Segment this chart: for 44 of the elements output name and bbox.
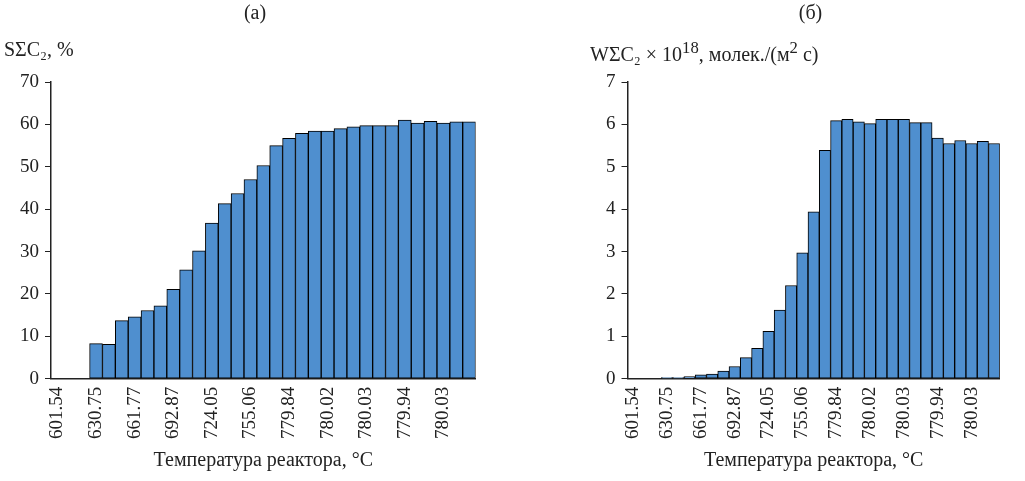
y-tick-label: 60 <box>20 112 39 134</box>
x-tick-label: 780.03 <box>959 386 981 439</box>
chart-title: (a) <box>243 1 267 25</box>
x-tick-label: 755.06 <box>238 386 260 439</box>
y-tick-label: 0 <box>606 366 616 388</box>
x-tick-label: 779.84 <box>277 386 298 439</box>
y-tick-label: 7 <box>606 69 616 91</box>
x-tick-label: 780.02 <box>858 386 880 439</box>
x-tick-label: 661.77 <box>122 386 144 439</box>
x-tick-label: 724.05 <box>756 386 778 439</box>
y-tick-label: 6 <box>606 112 616 134</box>
y-tick-label: 3 <box>606 239 616 261</box>
y-tick-label: 70 <box>20 69 39 91</box>
y-axis-title: WΣC₂ × 10$^{18}$, молек./(м$^{2}$ с) <box>590 38 819 66</box>
x-tick-label: 692.87 <box>722 386 744 439</box>
x-tick-label: 724.05 <box>199 386 221 439</box>
x-tick-label: 601.54 <box>621 386 643 439</box>
x-tick-label: 630.75 <box>84 386 106 439</box>
y-tick-label: 50 <box>20 154 39 176</box>
x-tick-label: 780.03 <box>354 386 376 439</box>
x-axis-title: Температура реактора, °C <box>703 448 924 472</box>
x-tick-label: 630.75 <box>654 386 676 439</box>
x-tick-label: 692.87 <box>161 386 183 439</box>
y-axis-title: SΣC₂, % <box>4 38 74 61</box>
x-axis-title: Температура реактора, °C <box>153 448 373 472</box>
x-tick-label: 780.03 <box>431 386 453 439</box>
x-tick-label: 779.84 <box>824 386 846 439</box>
x-tick-label: 780.03 <box>891 386 913 439</box>
x-tick-label: 779.94 <box>392 386 414 439</box>
x-tick-label: 780.02 <box>315 386 337 439</box>
y-tick-label: 10 <box>20 324 39 346</box>
x-tick-label: 755.06 <box>790 386 812 439</box>
x-tick-label: 601.54 <box>45 386 67 439</box>
chart-title: (б) <box>798 1 823 25</box>
y-tick-label: 20 <box>20 281 39 303</box>
x-tick-label: 661.77 <box>688 386 710 439</box>
y-tick-label: 40 <box>20 197 39 219</box>
y-tick-label: 30 <box>20 239 39 261</box>
y-tick-label: 4 <box>606 197 616 219</box>
y-tick-label: 5 <box>606 154 616 176</box>
y-tick-label: 0 <box>29 366 39 388</box>
x-tick-label: 779.94 <box>925 386 947 439</box>
y-tick-label: 1 <box>606 324 616 346</box>
y-tick-label: 2 <box>606 281 616 303</box>
